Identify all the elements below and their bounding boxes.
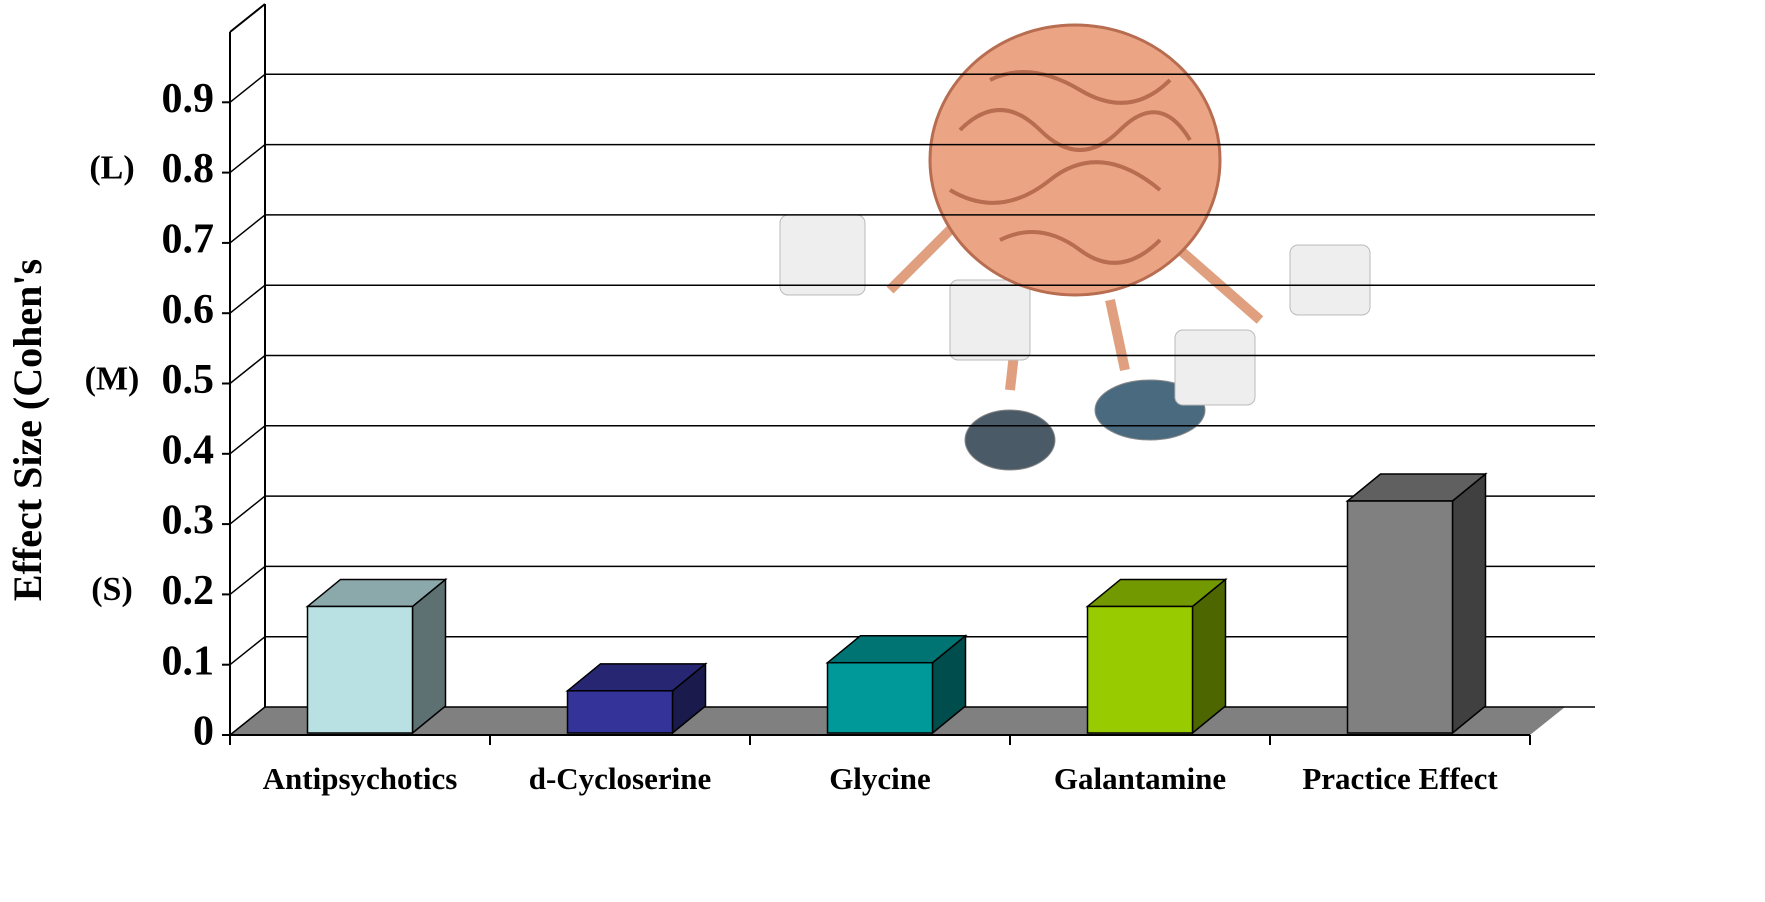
x-tick-label: Galantamine <box>1054 761 1226 796</box>
dumbbell <box>1174 329 1256 406</box>
top-edge <box>229 3 266 33</box>
x-tick-label: Practice Effect <box>1302 761 1498 796</box>
grid-line <box>229 495 266 525</box>
y-axis-title: Effect Size (Cohen's <box>5 259 50 601</box>
bar-side <box>1451 472 1487 735</box>
x-tick-label: Glycine <box>829 761 931 796</box>
x-tick-label: d-Cycloserine <box>529 761 712 796</box>
y-tick-label: 0.5 <box>162 357 215 403</box>
bar <box>305 577 448 735</box>
bar-front <box>566 690 674 734</box>
effect-annotation: (L) <box>89 149 134 186</box>
dumbbell <box>949 279 1031 361</box>
dumbbell <box>1289 244 1371 316</box>
bar-front <box>826 661 934 734</box>
grid-line <box>229 214 266 244</box>
effect-annotation: (S) <box>91 571 133 608</box>
y-tick-label: 0.2 <box>162 568 215 614</box>
arm <box>886 216 964 294</box>
y-tick-label: 0.3 <box>162 498 215 544</box>
brain <box>928 23 1222 297</box>
brain-folds <box>948 70 1192 265</box>
y-tick-label: 0.8 <box>162 146 215 192</box>
grid-line <box>229 354 266 385</box>
grid-line <box>229 284 266 314</box>
y-tick-label: 0.6 <box>162 287 215 333</box>
y-tick-label: 0.7 <box>162 217 215 263</box>
grid-line <box>229 425 266 455</box>
x-tick-label: Antipsychotics <box>263 761 458 796</box>
bar <box>1085 577 1228 735</box>
y-tick-label: 0.9 <box>162 76 215 122</box>
brain-illustration <box>779 23 1371 471</box>
y-tick-label: 0 <box>193 709 214 755</box>
bar-front <box>1346 500 1454 734</box>
bar <box>825 634 968 735</box>
effect-annotation: (M) <box>85 360 140 397</box>
bar <box>1345 472 1488 735</box>
y-tick-label: 0.1 <box>162 638 215 684</box>
bar-front <box>1086 605 1194 734</box>
dumbbell <box>779 214 866 296</box>
grid-line <box>229 565 266 595</box>
grid-line <box>229 636 266 666</box>
shoe <box>964 409 1056 471</box>
grid-line <box>229 73 266 103</box>
bar-front <box>306 605 414 734</box>
grid-line <box>229 144 266 174</box>
bar <box>565 662 708 735</box>
y-tick-label: 0.4 <box>162 427 215 473</box>
grid-line <box>229 706 266 736</box>
leg <box>1105 298 1130 372</box>
